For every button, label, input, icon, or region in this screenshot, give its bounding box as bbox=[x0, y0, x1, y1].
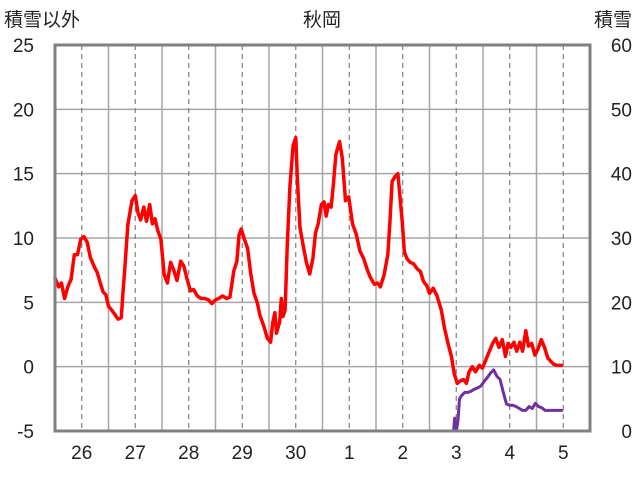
x-tick-label: 1 bbox=[344, 443, 355, 464]
y-right-tick-label: 0 bbox=[621, 422, 632, 443]
y-right-axis-label: 積雪 bbox=[594, 9, 632, 31]
y-left-tick-label: 20 bbox=[13, 100, 34, 121]
y-left-tick-label: 5 bbox=[23, 293, 34, 314]
x-tick-label: 26 bbox=[71, 443, 92, 464]
chart-header: 積雪以外 秋岡 積雪 bbox=[4, 9, 632, 31]
y-left-tick-label: 10 bbox=[13, 229, 34, 250]
y-right-tick-label: 30 bbox=[611, 229, 632, 250]
series-line-other bbox=[53, 135, 564, 386]
axes: -5 0 5 10 15 20 25 0 10 20 30 40 50 60 26 27 28 29 30 1 2 3 4 5 bbox=[13, 36, 632, 464]
y-left-tick-label: 25 bbox=[13, 36, 34, 57]
y-right-tick-label: 50 bbox=[611, 100, 632, 121]
y-left-tick-label: -5 bbox=[17, 422, 34, 443]
x-tick-label: 28 bbox=[178, 443, 199, 464]
y-left-axis-label: 積雪以外 bbox=[4, 9, 80, 31]
y-right-tick-label: 60 bbox=[611, 36, 632, 57]
series-line-snow-depth bbox=[53, 368, 564, 433]
grid bbox=[55, 44, 590, 432]
y-right-tick-label: 40 bbox=[611, 165, 632, 186]
plot-border bbox=[53, 43, 592, 433]
chart-title: 秋岡 bbox=[303, 9, 341, 31]
y-left-tick-label: 0 bbox=[23, 358, 34, 379]
x-tick-label: 29 bbox=[232, 443, 253, 464]
series-group bbox=[53, 135, 564, 433]
y-left-tick-label: 15 bbox=[13, 165, 34, 186]
x-tick-label: 30 bbox=[285, 443, 306, 464]
x-tick-label: 27 bbox=[125, 443, 146, 464]
x-tick-label: 4 bbox=[504, 443, 515, 464]
x-tick-label: 5 bbox=[558, 443, 569, 464]
y-right-tick-label: 20 bbox=[611, 293, 632, 314]
plot-frame bbox=[53, 43, 592, 433]
y-right-tick-label: 10 bbox=[611, 358, 632, 379]
x-tick-label: 2 bbox=[397, 443, 408, 464]
x-tick-label: 3 bbox=[451, 443, 462, 464]
